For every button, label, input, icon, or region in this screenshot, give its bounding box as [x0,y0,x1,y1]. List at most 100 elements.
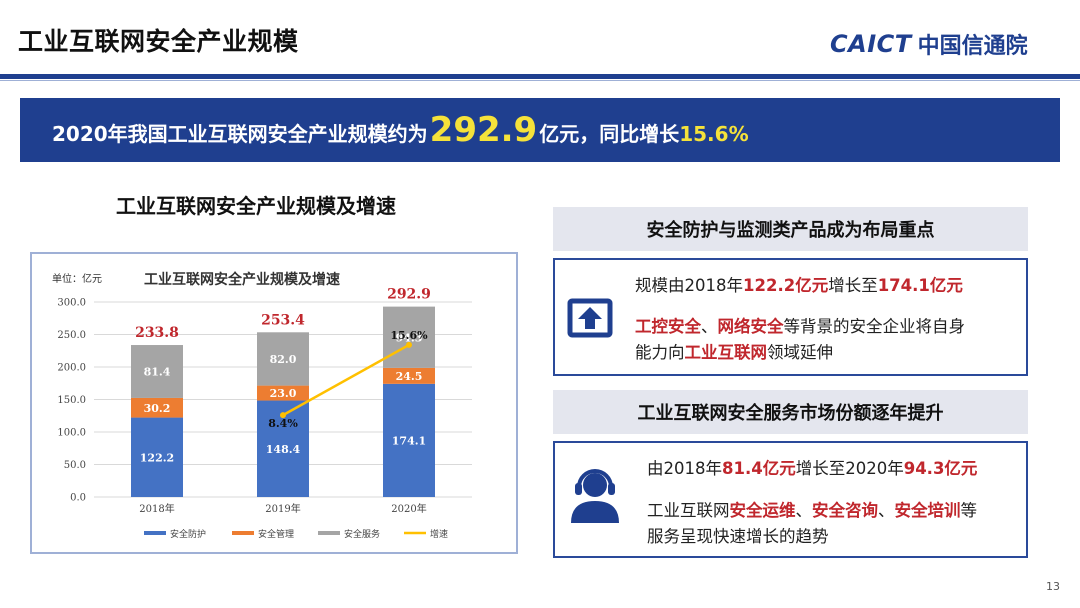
banner-growth: 15.6% [679,122,749,146]
emphasis: 安全运维 [729,501,796,520]
banner-mid: 亿元，同比增长 [539,122,680,146]
text: 等 [960,501,978,520]
panel2-title: 工业互联网安全服务市场份额逐年提升 [553,390,1028,434]
emphasis: 122.2亿元 [743,276,829,295]
legend-label: 安全管理 [258,528,294,540]
bar-segment [383,306,435,368]
bar-segment [383,367,435,384]
panel2-card: 由2018年81.4亿元增长至2020年94.3亿元 工业互联网安全运维、安全咨… [553,441,1028,558]
text: 服务呈现快速增长的趋势 [647,527,829,546]
headset-user-icon [571,469,619,523]
page-title: 工业互联网安全产业规模 [18,27,299,56]
emphasis: 安全培训 [894,501,961,520]
growth-point [280,412,286,419]
panel1-line2: 工控安全、网络安全等背景的安全企业将自身 [635,313,965,337]
emphasis: 工业互联网 [684,343,768,362]
header-divider-thin [0,80,1080,81]
text: 、 [878,501,895,520]
bar-data-label: 82.0 [270,353,297,366]
data-label-layer: 122.2 30.2 81.4 233.8 148.4 23.0 82.0 253.4 174.… [135,287,431,465]
bar-segment [131,345,183,398]
bar-segment [257,332,309,386]
panel1-title: 安全防护与监测类产品成为布局重点 [553,207,1028,251]
emphasis: 工控安全 [635,317,701,336]
bar-data-label: 81.4 [144,365,171,378]
panel2-line2: 工业互联网安全运维、安全咨询、安全培训等 [647,497,977,521]
caict-logo: CAICT 中国信通院 [830,28,1028,60]
text: 能力向 [635,343,685,362]
header-divider [0,74,1080,79]
text: 工业互联网 [647,501,730,520]
chart-unit-label: 单位：亿元 [52,272,102,285]
legend-swatch [144,531,166,535]
legend-label: 安全服务 [344,528,380,540]
bar-data-label: 24.5 [396,370,423,383]
upload-monitor-icon [567,298,613,338]
stacked-bar-chart: 单位：亿元 工业互联网安全产业规模及增速 0.0 50.0 100.0 150.0 20… [52,271,472,540]
banner-value: 292.9 [429,110,538,150]
chart-title: 工业互联网安全产业规模及增速 [144,271,340,288]
total-label: 253.4 [261,312,305,328]
text: 规模由2018年 [635,276,743,295]
panel2-line3: 服务呈现快速增长的趋势 [647,523,829,547]
page-number: 13 [1046,580,1060,593]
x-axis-ticks: 2018年 2019年 2020年 [139,502,426,515]
y-axis-ticks: 0.0 50.0 100.0 150.0 200.0 250.0 300.0 [57,298,86,504]
text: 、 [701,317,718,336]
bar-segment [257,385,309,401]
y-tick-label: 100.0 [57,428,86,439]
text: 、 [795,501,813,520]
y-tick-label: 250.0 [57,330,86,341]
x-tick-label: 2020年 [391,502,426,515]
panel1-line1: 规模由2018年122.2亿元增长至174.1亿元 [635,272,963,296]
text: 领域延伸 [767,343,833,362]
logo-caict-text: CAICT [830,30,912,58]
y-tick-label: 150.0 [57,395,86,406]
chart-heading: 工业互联网安全产业规模及增速 [116,194,396,218]
growth-label: 15.6% [390,329,428,342]
bar-data-label: 94.3 [396,331,423,344]
legend-swatch [318,531,340,535]
bar-segment [131,397,183,418]
logo-cn-text: 中国信通院 [917,34,1028,59]
growth-line-layer: 8.4% 15.6% [268,329,428,430]
text: 增长至2020年 [795,459,904,478]
growth-point [406,341,412,348]
panel2-line1: 由2018年81.4亿元增长至2020年94.3亿元 [647,455,977,479]
emphasis: 94.3亿元 [903,459,978,478]
x-tick-label: 2019年 [265,502,300,515]
growth-line [282,343,410,417]
growth-label: 8.4% [268,417,298,430]
y-tick-label: 0.0 [70,493,86,504]
y-tick-label: 200.0 [57,363,86,374]
legend-swatch [232,531,254,535]
chart-frame [30,252,518,554]
chart-legend: 安全防护 安全管理 安全服务 增速 [144,528,448,540]
y-tick-label: 300.0 [57,298,86,309]
bar-data-label: 30.2 [144,402,171,415]
text: 由2018年 [647,459,722,478]
bar-data-label: 122.2 [140,451,174,464]
text: 增长至 [828,276,878,295]
x-tick-label: 2018年 [139,502,174,515]
summary-banner: 2020年我国工业互联网安全产业规模约为 292.9 亿元，同比增长 15.6% [20,98,1060,162]
emphasis: 网络安全 [717,317,784,336]
text: 等背景的安全企业将自身 [783,317,966,336]
panel1-card: 规模由2018年122.2亿元增长至174.1亿元 工控安全、网络安全等背景的安… [553,258,1028,376]
total-label: 292.9 [387,287,431,303]
total-label: 233.8 [135,325,179,341]
bar-data-label: 148.4 [266,443,301,456]
bar-segment [383,383,435,497]
legend-label: 安全防护 [170,528,206,540]
banner-prefix: 2020年我国工业互联网安全产业规模约为 [52,122,428,146]
emphasis: 81.4亿元 [722,459,796,478]
panel1-line3: 能力向工业互联网领域延伸 [635,339,833,363]
y-tick-label: 50.0 [64,460,86,471]
bar-layer [131,306,435,497]
bar-segment [131,417,183,497]
bar-data-label: 174.1 [392,434,426,447]
bar-data-label: 23.0 [270,387,297,400]
emphasis: 安全咨询 [812,501,878,520]
emphasis: 174.1亿元 [877,276,963,295]
legend-label: 增速 [430,528,448,540]
